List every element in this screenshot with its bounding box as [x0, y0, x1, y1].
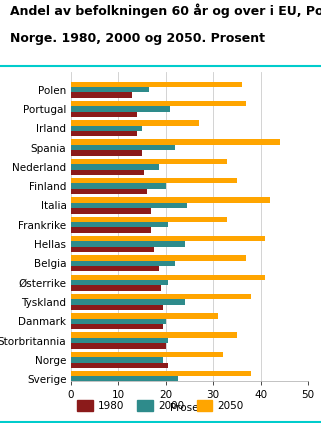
- Bar: [71, 338, 168, 343]
- Bar: [71, 294, 251, 299]
- Bar: [71, 126, 142, 131]
- Bar: [71, 217, 227, 222]
- Bar: [71, 286, 161, 291]
- X-axis label: Prosent: Prosent: [170, 403, 209, 412]
- Bar: [71, 382, 175, 387]
- Bar: [71, 275, 265, 280]
- Bar: [71, 352, 223, 357]
- Bar: [71, 106, 170, 112]
- Bar: [71, 280, 168, 286]
- Bar: [71, 261, 175, 266]
- Bar: [71, 184, 166, 189]
- Bar: [71, 140, 280, 145]
- Bar: [71, 87, 149, 92]
- Bar: [71, 189, 147, 194]
- Bar: [71, 305, 163, 310]
- Bar: [71, 92, 132, 98]
- Bar: [71, 236, 265, 242]
- Bar: [71, 178, 237, 184]
- Bar: [71, 255, 247, 261]
- Bar: [71, 203, 187, 208]
- Bar: [71, 228, 152, 233]
- Bar: [71, 82, 242, 87]
- Bar: [71, 324, 163, 330]
- Bar: [71, 112, 137, 117]
- Bar: [71, 319, 166, 324]
- Text: Norge. 1980, 2000 og 2050. Prosent: Norge. 1980, 2000 og 2050. Prosent: [10, 33, 265, 46]
- Bar: [71, 222, 168, 228]
- Bar: [71, 313, 218, 319]
- Bar: [71, 266, 159, 272]
- Legend: 1980, 2000, 2050: 1980, 2000, 2050: [73, 396, 248, 415]
- Bar: [71, 150, 142, 156]
- Bar: [71, 101, 247, 106]
- Bar: [71, 343, 166, 349]
- Bar: [71, 299, 185, 305]
- Bar: [71, 371, 251, 376]
- Bar: [71, 363, 168, 368]
- Bar: [71, 208, 152, 214]
- Bar: [71, 247, 154, 252]
- Bar: [71, 170, 144, 175]
- Bar: [71, 242, 185, 247]
- Text: Andel av befolkningen 60 år og over i EU, Polen og: Andel av befolkningen 60 år og over i EU…: [10, 3, 321, 18]
- Bar: [71, 376, 178, 382]
- Bar: [71, 332, 237, 338]
- Bar: [71, 159, 227, 164]
- Bar: [71, 198, 270, 203]
- Bar: [71, 357, 163, 363]
- Bar: [71, 164, 159, 170]
- Bar: [71, 145, 175, 150]
- Bar: [71, 131, 137, 136]
- Bar: [71, 120, 199, 126]
